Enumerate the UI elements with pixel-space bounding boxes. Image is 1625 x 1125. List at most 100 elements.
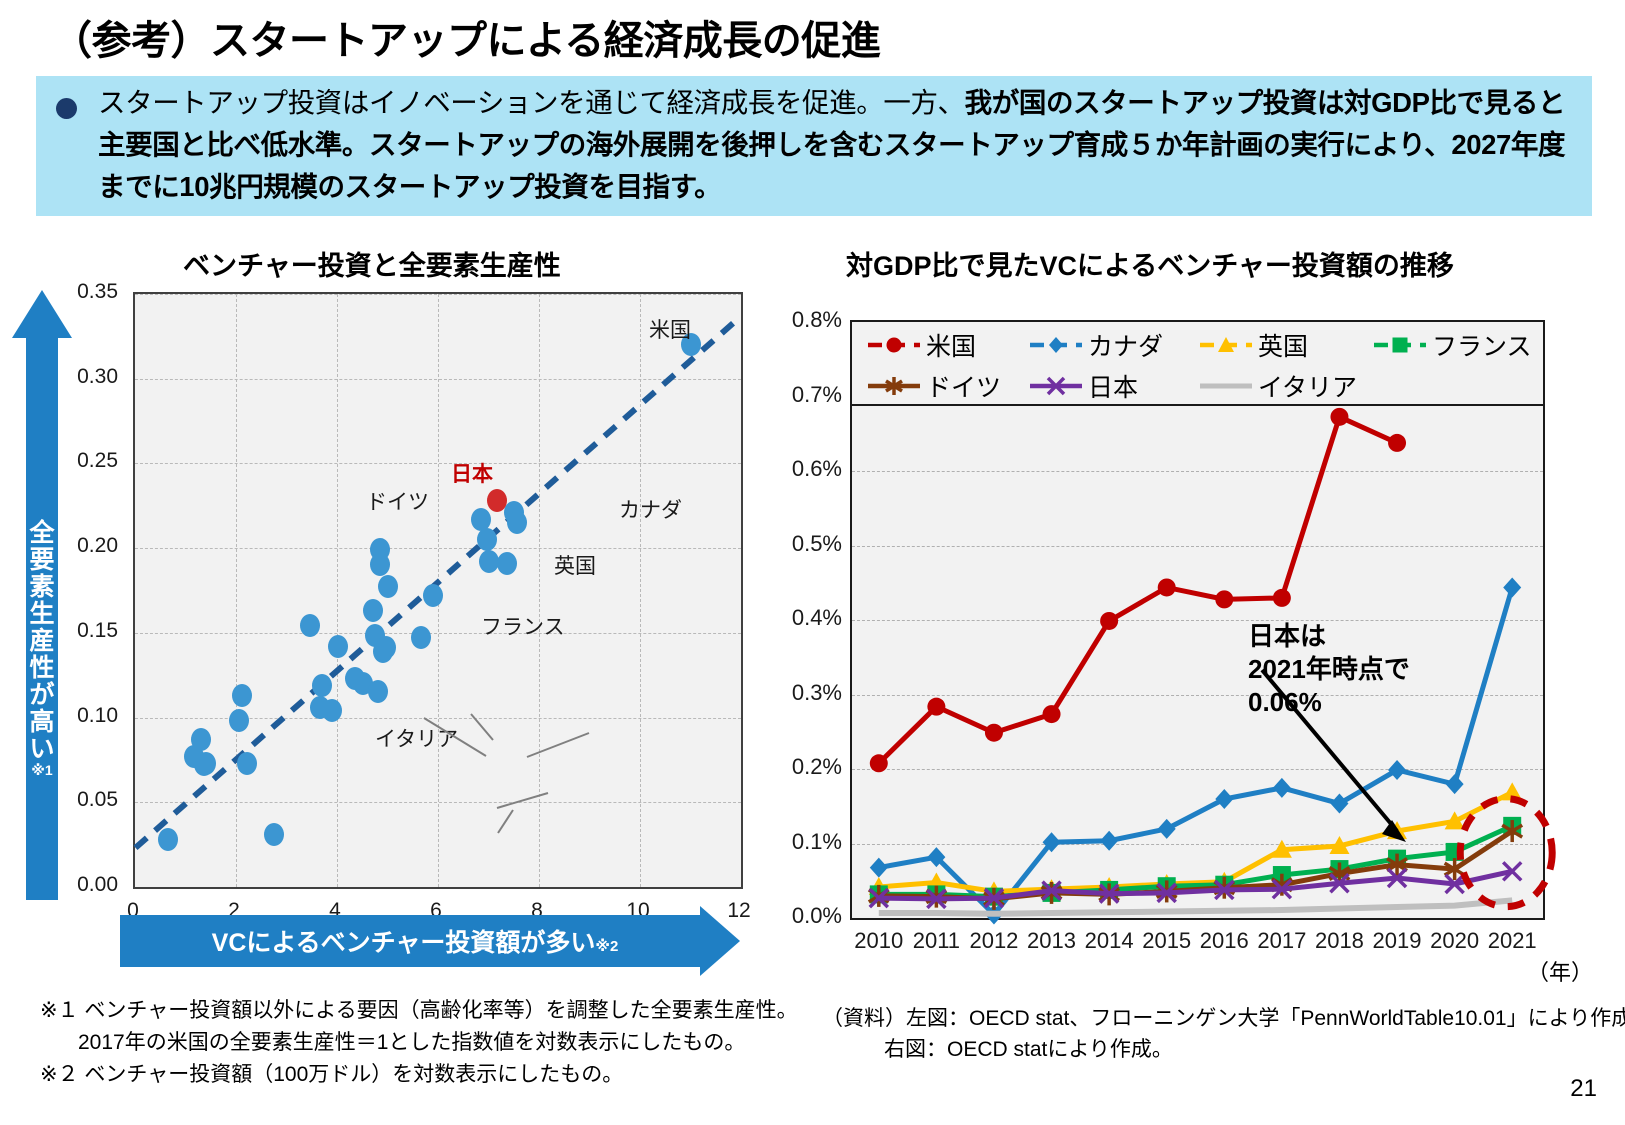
legend-label: カナダ	[1088, 332, 1164, 361]
scatter-point	[322, 698, 343, 722]
footnote-2: ※２ ベンチャー投資額（100万ドル）を対数表示にしたもの。	[40, 1063, 624, 1086]
series-line	[878, 897, 1513, 917]
x-tick-label: 2011	[912, 928, 961, 953]
y-tick-label: 0.6%	[791, 456, 842, 481]
x-arrow-note: ※2	[595, 938, 619, 955]
scatter-point	[367, 680, 388, 704]
gridline-horizontal	[852, 620, 1543, 621]
x-tick-label: 2017	[1257, 928, 1307, 953]
data-point-marker	[1214, 879, 1235, 901]
legend-item-カナダ[interactable]: カナダ	[1028, 323, 1163, 366]
y-tick-label: 0.30	[77, 364, 118, 388]
y-tick-label: 0.5%	[791, 530, 842, 556]
legend-item-フランス[interactable]: フランス	[1372, 323, 1532, 366]
x-tick-label: 4	[329, 899, 341, 922]
leader-line	[526, 732, 590, 758]
x-tick-label: 0	[127, 899, 139, 922]
gridline-horizontal	[852, 545, 1543, 547]
scatter-point	[196, 751, 217, 775]
legend-label: 英国	[1258, 332, 1309, 361]
data-point-marker	[1502, 782, 1523, 801]
data-point-marker	[868, 887, 890, 909]
x-tick-label: 2010	[854, 928, 904, 953]
gridline-horizontal	[135, 802, 741, 804]
y-tick-label: 0.3%	[791, 679, 842, 705]
scatter-label-英国: 英国	[554, 555, 596, 578]
callout-text-part1: スタートアップ投資はイノベーションを通じて経済成長を促進。一方、	[98, 87, 965, 118]
data-point-marker	[1215, 590, 1234, 609]
gridline-horizontal	[135, 632, 741, 634]
arrow-head-up-icon	[12, 290, 72, 338]
data-point-marker	[1156, 882, 1177, 904]
y-tick-label: 0.15	[77, 618, 118, 642]
y-axis-arrow-label: 全要素生産性が高い ※1	[27, 520, 57, 778]
leader-line	[496, 792, 549, 809]
legend-label: イタリア	[1258, 373, 1358, 402]
data-point-marker	[1445, 774, 1464, 795]
gridline-horizontal	[852, 843, 1543, 845]
data-point-marker	[1157, 818, 1176, 839]
legend-marker-icon	[866, 376, 922, 396]
series-line	[878, 790, 1514, 894]
x-tick-label: 2020	[1430, 928, 1480, 953]
data-point-marker	[1271, 878, 1293, 900]
legend-marker-icon	[1028, 335, 1084, 355]
y-tick-label: 0.8%	[791, 307, 842, 332]
legend-label: ドイツ	[926, 373, 1002, 402]
data-point-marker	[1330, 407, 1349, 426]
callout-text: スタートアップ投資はイノベーションを通じて経済成長を促進。一方、我が国のスタート…	[98, 82, 1584, 208]
gridline-vertical	[236, 294, 237, 887]
data-point-marker	[927, 847, 946, 868]
scatter-point	[375, 636, 396, 660]
callout-box: スタートアップ投資はイノベーションを通じて経済成長を促進。一方、我が国のスタート…	[36, 76, 1592, 216]
data-point-marker	[1041, 880, 1062, 901]
data-point-marker	[984, 723, 1003, 742]
highlight-circle	[1456, 795, 1556, 911]
y-arrow-note: ※1	[31, 762, 53, 778]
series-米国	[869, 407, 1407, 773]
scatter-point	[378, 575, 399, 599]
legend-marker-icon	[1198, 335, 1254, 355]
scatter-point	[471, 507, 492, 531]
legend-label: フランス	[1432, 332, 1532, 361]
left-chart-title: ベンチャー投資と全要素生産性	[183, 251, 561, 281]
x-tick-label: 8	[531, 899, 543, 922]
leader-line	[497, 809, 514, 834]
source-left: （資料）左図：OECD stat、フローニンゲン大学「PennWorldTabl…	[822, 1007, 1625, 1030]
data-point-marker	[1100, 830, 1119, 851]
legend-item-イタリア[interactable]: イタリア	[1198, 364, 1357, 407]
data-point-marker	[1215, 789, 1234, 810]
japan-annotation-line3: 0.06%	[1248, 687, 1322, 717]
y-axis-arrow: 全要素生産性が高い ※1	[12, 290, 72, 900]
legend-item-米国[interactable]: 米国	[866, 323, 976, 366]
scatter-label-イタリア: イタリア	[375, 728, 459, 751]
scatter-label-カナダ: カナダ	[619, 499, 682, 522]
legend-item-ドイツ[interactable]: ドイツ	[866, 364, 1001, 407]
series-カナダ	[869, 577, 1522, 925]
scatter-point	[229, 709, 250, 733]
legend-item-英国[interactable]: 英国	[1198, 323, 1308, 366]
right-plot-area	[850, 320, 1545, 920]
y-tick-label: 0.35	[77, 280, 118, 303]
scatter-point	[496, 551, 517, 575]
bullet-icon	[56, 98, 77, 119]
x-tick-label: 2021	[1487, 928, 1537, 953]
x-tick-label: 2019	[1372, 928, 1422, 953]
x-tick-label: 2013	[1027, 928, 1076, 953]
gridline-horizontal	[852, 694, 1543, 696]
scatter-point-日本	[486, 488, 507, 512]
legend-item-日本[interactable]: 日本	[1028, 364, 1138, 407]
x-tick-label: 2014	[1084, 928, 1134, 953]
leader-line	[470, 713, 494, 741]
scatter-point	[362, 599, 383, 623]
scatter-point	[236, 751, 257, 775]
x-tick-label: 2016	[1199, 928, 1249, 953]
left-scatter-chart: 0.00 0.05 0.10 0.15 0.20 0.25 0.30 0.35 0 2 4 6 8 10…	[0, 236, 770, 956]
legend-marker-icon	[866, 335, 922, 355]
data-point-marker	[1100, 611, 1119, 630]
x-axis-arrow: VCによるベンチャー投資額が多い※2	[120, 906, 740, 976]
leader-line	[423, 717, 487, 757]
data-point-marker	[1501, 820, 1524, 843]
gridline-vertical	[640, 294, 641, 887]
callout-text-part2: 我が国のスタートアップ投資は対GDP比で見ると主要国と比べ低水準。スタートアップ…	[98, 87, 1566, 202]
